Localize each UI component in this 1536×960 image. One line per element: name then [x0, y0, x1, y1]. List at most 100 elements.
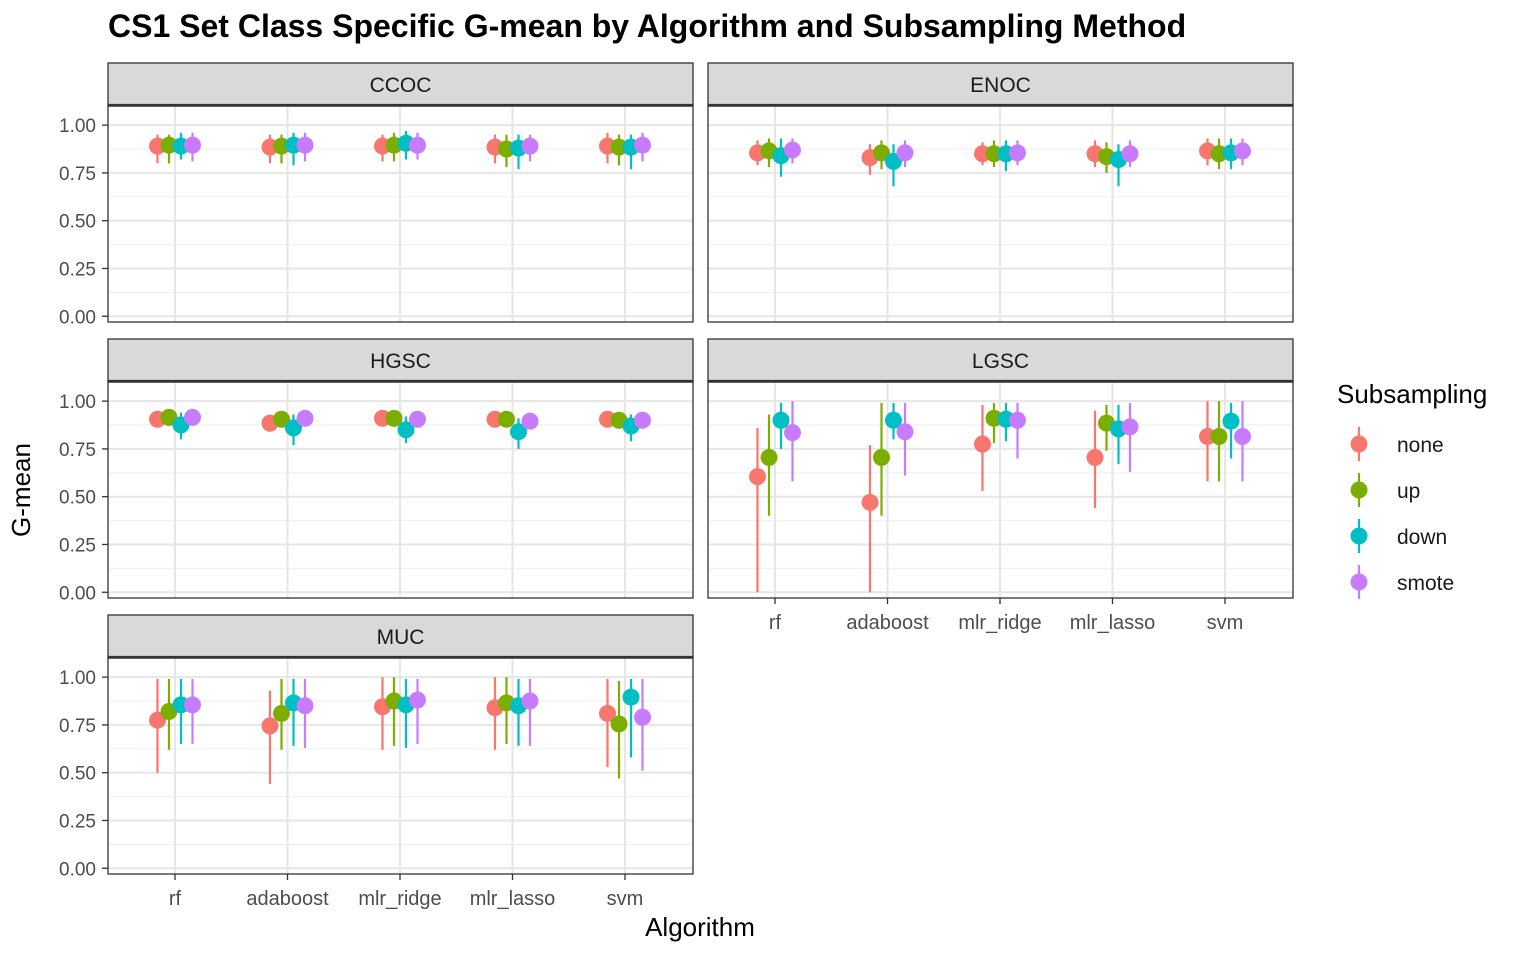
legend-item-none: none — [1350, 427, 1444, 461]
facet-strip-label: HGSC — [370, 350, 431, 373]
facet-panel-hgsc: HGSC 0.00 0.25 0.50 0.75 1.00 — [59, 338, 694, 604]
data-point-smote — [521, 692, 539, 710]
data-point-up — [273, 410, 290, 428]
legend-key-point — [1350, 527, 1368, 545]
facet-strip-label: LGSC — [972, 350, 1029, 373]
data-point-up — [873, 144, 890, 162]
facet-strip-label: ENOC — [970, 74, 1031, 97]
data-point-none — [599, 704, 616, 722]
data-point-smote — [296, 409, 314, 427]
legend-label: up — [1397, 480, 1420, 503]
data-point-smote — [634, 411, 651, 429]
data-point-smote — [896, 144, 914, 162]
facet-strip-label: MUC — [377, 626, 425, 649]
data-point-up — [273, 704, 290, 722]
x-tick-label: adaboost — [246, 888, 329, 910]
data-point-smote — [521, 137, 539, 155]
x-tick-label: rf — [169, 888, 182, 910]
y-tick-label: 0.00 — [59, 859, 96, 880]
facet-strip — [107, 62, 694, 107]
data-point-none — [1086, 449, 1104, 467]
data-point-smote — [784, 424, 801, 442]
legend-key-point — [1350, 435, 1368, 453]
data-point-smote — [184, 408, 201, 426]
data-point-smote — [409, 691, 426, 709]
legend-title: Subsampling — [1337, 379, 1487, 409]
facet-strip-label: CCOC — [370, 74, 432, 97]
legend-item-up: up — [1350, 473, 1420, 507]
data-point-smote — [896, 423, 914, 441]
facet-panel-ccoc: CCOC 0.00 0.25 0.50 0.75 1.00 — [59, 62, 694, 328]
legend-label: none — [1397, 434, 1444, 457]
y-tick-label: 0.50 — [59, 488, 96, 509]
y-tick-label: 0.25 — [59, 259, 96, 280]
data-point-none — [861, 493, 879, 511]
facet-strip — [707, 62, 1294, 107]
data-point-smote — [634, 708, 651, 726]
data-point-none — [261, 717, 279, 735]
data-point-up — [760, 449, 778, 467]
data-point-down — [1222, 412, 1240, 430]
data-point-up — [610, 138, 628, 156]
data-point-smote — [409, 410, 426, 428]
data-point-smote — [296, 697, 314, 715]
data-point-smote — [1234, 427, 1251, 445]
data-point-up — [873, 449, 890, 467]
legend-label: smote — [1397, 572, 1454, 595]
data-point-smote — [784, 141, 801, 159]
y-tick-label: 0.25 — [59, 535, 96, 556]
facet-strip — [107, 338, 694, 383]
y-tick-label: 0.75 — [59, 440, 96, 461]
x-tick-label: rf — [769, 612, 782, 634]
data-point-up — [610, 715, 628, 733]
y-tick-label: 1.00 — [59, 668, 96, 689]
data-point-smote — [1009, 411, 1026, 429]
data-point-down — [622, 688, 640, 706]
y-tick-label: 0.50 — [59, 764, 96, 785]
y-tick-label: 0.00 — [59, 583, 96, 604]
x-tick-label: mlr_ridge — [958, 612, 1041, 634]
x-tick-label: svm — [607, 888, 644, 910]
data-point-smote — [1234, 142, 1251, 160]
legend-label: down — [1397, 526, 1447, 549]
x-tick-label: mlr_ridge — [358, 888, 441, 910]
data-point-smote — [184, 696, 201, 714]
data-point-down — [772, 411, 790, 429]
data-point-down — [885, 411, 902, 429]
legend-item-smote: smote — [1350, 565, 1454, 599]
data-point-up — [1210, 427, 1228, 445]
data-point-smote — [1121, 418, 1139, 436]
y-tick-label: 0.50 — [59, 212, 96, 233]
x-tick-label: mlr_lasso — [1070, 612, 1156, 634]
x-tick-label: mlr_lasso — [470, 888, 556, 910]
x-tick-label: adaboost — [846, 612, 929, 634]
y-axis-label: G-mean — [6, 443, 36, 537]
data-point-smote — [1121, 145, 1139, 163]
x-axis-label: Algorithm — [645, 912, 755, 942]
data-point-up — [385, 409, 403, 427]
data-point-none — [974, 435, 991, 453]
facet-panel-muc: MUC 0.00 0.25 0.50 0.75 1.00 rf adaboost mlr_rid… — [59, 614, 694, 910]
data-point-down — [285, 419, 302, 437]
data-point-smote — [184, 136, 201, 154]
data-point-down — [397, 421, 415, 439]
chart-title: CS1 Set Class Specific G-mean by Algorit… — [108, 8, 1187, 44]
y-tick-label: 0.75 — [59, 164, 96, 185]
data-point-smote — [296, 136, 314, 154]
data-point-up — [985, 145, 1003, 163]
legend-key-point — [1350, 573, 1368, 591]
data-point-smote — [1009, 144, 1026, 162]
y-tick-label: 1.00 — [59, 392, 96, 413]
y-tick-label: 0.75 — [59, 716, 96, 737]
facet-panel-lgsc: LGSC rf adaboost mlr_ridge mlr_lasso svm — [707, 338, 1294, 634]
data-point-up — [498, 410, 515, 428]
x-tick-label: svm — [1207, 612, 1244, 634]
legend-item-down: down — [1350, 519, 1447, 553]
data-point-none — [749, 468, 766, 486]
data-point-smote — [409, 136, 426, 154]
facet-panel-enoc: ENOC — [707, 62, 1294, 323]
facet-strip — [107, 614, 694, 659]
data-point-smote — [521, 412, 539, 430]
